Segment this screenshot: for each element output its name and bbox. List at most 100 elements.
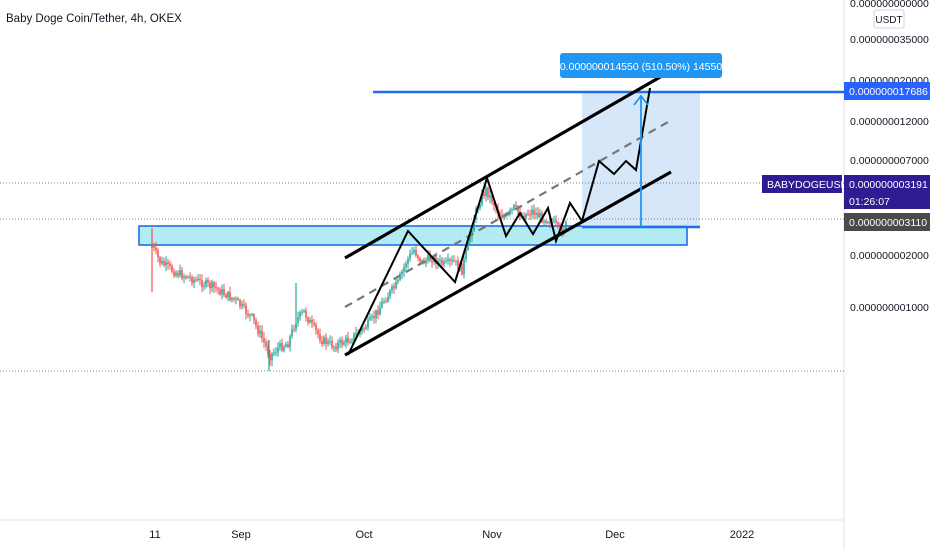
channel-mid-line[interactable] xyxy=(344,121,669,308)
candle-body xyxy=(253,314,255,321)
candle-body xyxy=(221,289,223,295)
channel-lower-line[interactable] xyxy=(344,170,672,357)
last-price-badge-text: 0.000000003191 xyxy=(849,179,928,191)
time-tick-label: Oct xyxy=(355,529,372,541)
candle-body xyxy=(415,250,417,256)
candle-body xyxy=(223,289,225,295)
candle-body xyxy=(509,210,511,214)
symbol-badge[interactable]: BABYDOGEUSDT xyxy=(762,175,855,193)
candle-body xyxy=(283,346,285,351)
chart-title: Baby Doge Coin/Tether, 4h, OKEX xyxy=(6,13,182,25)
candle-body xyxy=(463,259,465,275)
candle-body xyxy=(539,213,541,218)
entry-price-badge[interactable]: 0.000000003110 xyxy=(844,213,930,231)
candle-body xyxy=(443,261,445,265)
candle-body xyxy=(447,259,449,261)
candle-body xyxy=(455,260,457,262)
price-tick-label: 0.000000007000 xyxy=(850,155,929,167)
candle-body xyxy=(265,342,267,347)
candle-body xyxy=(405,263,407,267)
candle-body xyxy=(333,346,335,348)
symbol-badge-text: BABYDOGEUSDT xyxy=(767,179,855,191)
candle-body xyxy=(257,325,259,334)
candle-body xyxy=(369,317,371,320)
candle-body xyxy=(347,337,349,343)
target-price-badge[interactable]: 0.000000017686 xyxy=(844,82,930,100)
measure-label-text: 0.000000014550 (510.50%) 14550 xyxy=(560,61,722,73)
price-axis-top-label: 0.000000000000 xyxy=(850,0,929,10)
candle-body xyxy=(213,282,215,288)
candle-body xyxy=(171,265,173,272)
candle-body xyxy=(275,352,277,354)
candle-body xyxy=(251,314,253,316)
candle-body xyxy=(373,316,375,319)
candle-body xyxy=(165,262,167,266)
measure-arrow-head xyxy=(633,94,649,106)
measure-label[interactable]: 0.000000014550 (510.50%) 14550 xyxy=(560,53,722,78)
candle-body xyxy=(233,298,235,300)
candle-body xyxy=(297,317,299,323)
target-price-badge-bg xyxy=(844,82,930,100)
candle-body xyxy=(401,271,403,275)
candle-body xyxy=(183,276,185,279)
last-price-badge[interactable]: 0.000000003191 xyxy=(844,175,930,193)
candle-body xyxy=(565,221,567,230)
candle-body xyxy=(515,205,517,207)
candle-body xyxy=(489,195,491,198)
candle-body xyxy=(481,193,483,205)
candle-body xyxy=(237,298,239,300)
measure-label-bg xyxy=(560,53,722,78)
candle-body xyxy=(157,250,159,258)
candle-body xyxy=(321,340,323,344)
candle-body xyxy=(207,280,209,283)
candle-body xyxy=(311,320,313,323)
candle-body xyxy=(175,272,177,276)
currency-button[interactable]: USDT xyxy=(873,9,905,29)
candle-body xyxy=(561,228,563,234)
candle-body xyxy=(393,286,395,289)
candle-body xyxy=(377,310,379,315)
candle-body xyxy=(241,303,243,307)
price-tick-label: 0.000000035000 xyxy=(850,34,929,46)
candle-body xyxy=(425,260,427,264)
candle-body xyxy=(273,352,275,354)
candle-body xyxy=(479,204,481,209)
candle-body xyxy=(485,187,487,196)
countdown-badge[interactable]: 01:26:07 xyxy=(844,193,930,209)
candle-body xyxy=(533,209,535,215)
projected-path[interactable] xyxy=(347,87,651,356)
candle-body xyxy=(301,311,303,313)
candle-body xyxy=(383,301,385,303)
candle-body xyxy=(231,298,233,300)
candle-body xyxy=(349,341,351,343)
candle-body xyxy=(247,313,249,316)
candle-body xyxy=(153,245,155,248)
candle-body xyxy=(511,209,513,211)
currency-label: USDT xyxy=(875,15,902,26)
candle-body xyxy=(529,214,531,216)
candle-body xyxy=(179,270,181,276)
candle-body xyxy=(285,344,287,347)
candle-body xyxy=(219,289,221,295)
candle-body xyxy=(449,259,451,261)
candle-body xyxy=(255,320,257,326)
candle-body xyxy=(217,288,219,290)
channel-upper-line[interactable] xyxy=(344,74,663,260)
candle-body xyxy=(339,340,341,343)
candle-body xyxy=(543,221,545,223)
candle-body xyxy=(379,307,381,315)
price-tick-label: 0.000000012000 xyxy=(850,116,929,128)
candle-body xyxy=(375,310,377,319)
candle-body xyxy=(361,328,363,332)
candle-body xyxy=(417,255,419,258)
candle-body xyxy=(325,337,327,344)
candle-body xyxy=(403,266,405,272)
time-tick-label: 11 xyxy=(149,529,160,541)
candle-body xyxy=(229,292,231,300)
candle-body xyxy=(439,259,441,261)
candle-body xyxy=(261,330,263,338)
candle-body xyxy=(201,279,203,287)
candle-body xyxy=(355,332,357,334)
